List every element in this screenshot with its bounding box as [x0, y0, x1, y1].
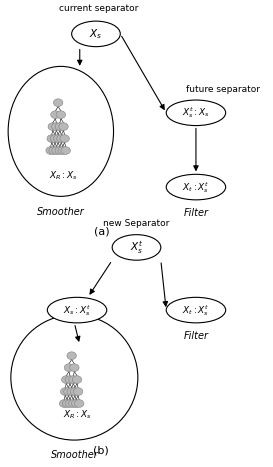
Ellipse shape [166, 297, 226, 323]
Ellipse shape [72, 400, 81, 407]
Ellipse shape [67, 352, 76, 360]
Text: $X_s^t : X_s$: $X_s^t : X_s$ [182, 106, 210, 120]
Text: Filter: Filter [183, 331, 209, 341]
Text: $X_R : X_s$: $X_R : X_s$ [49, 169, 78, 182]
Ellipse shape [47, 297, 107, 323]
Ellipse shape [51, 111, 60, 119]
Text: new Separator: new Separator [103, 219, 170, 228]
Ellipse shape [69, 376, 78, 383]
Text: $X_t : X_s^t$: $X_t : X_s^t$ [182, 180, 210, 195]
Ellipse shape [52, 123, 61, 130]
Ellipse shape [49, 147, 58, 155]
Ellipse shape [70, 364, 79, 371]
Ellipse shape [58, 147, 67, 155]
Ellipse shape [61, 376, 71, 383]
Text: Filter: Filter [183, 208, 209, 218]
Ellipse shape [60, 400, 69, 407]
Ellipse shape [70, 388, 80, 396]
Ellipse shape [64, 388, 73, 396]
Ellipse shape [61, 388, 70, 396]
Ellipse shape [65, 376, 75, 383]
Ellipse shape [166, 174, 226, 200]
Ellipse shape [72, 21, 120, 47]
Ellipse shape [59, 123, 68, 130]
Ellipse shape [54, 134, 63, 142]
Ellipse shape [8, 66, 114, 196]
Text: $X_t : X_s^t$: $X_t : X_s^t$ [182, 303, 210, 318]
Text: future separator: future separator [186, 85, 260, 94]
Ellipse shape [69, 400, 78, 407]
Ellipse shape [55, 123, 65, 130]
Ellipse shape [48, 123, 58, 130]
Text: $X_s^t$: $X_s^t$ [130, 239, 143, 256]
Ellipse shape [56, 111, 66, 119]
Text: current separator: current separator [59, 5, 138, 14]
Text: $X_s$: $X_s$ [89, 27, 103, 41]
Text: Smoother: Smoother [37, 206, 85, 217]
Ellipse shape [52, 147, 61, 155]
Ellipse shape [55, 147, 64, 155]
Ellipse shape [64, 364, 74, 371]
Ellipse shape [57, 134, 66, 142]
Ellipse shape [65, 400, 75, 407]
Ellipse shape [46, 147, 55, 155]
Ellipse shape [60, 134, 69, 142]
Ellipse shape [75, 400, 84, 407]
Ellipse shape [11, 315, 138, 440]
Ellipse shape [73, 388, 83, 396]
Text: $X_R : X_s$: $X_R : X_s$ [63, 408, 91, 421]
Ellipse shape [54, 99, 63, 106]
Ellipse shape [67, 388, 76, 396]
Ellipse shape [47, 134, 57, 142]
Text: Smoother: Smoother [51, 450, 98, 460]
Ellipse shape [72, 376, 82, 383]
Text: (a): (a) [94, 226, 109, 236]
Ellipse shape [62, 400, 72, 407]
Text: (b): (b) [93, 446, 109, 455]
Ellipse shape [50, 134, 60, 142]
Ellipse shape [61, 147, 70, 155]
Text: $X_s : X_s^t$: $X_s : X_s^t$ [63, 303, 91, 318]
Ellipse shape [112, 234, 161, 260]
Ellipse shape [166, 100, 226, 126]
